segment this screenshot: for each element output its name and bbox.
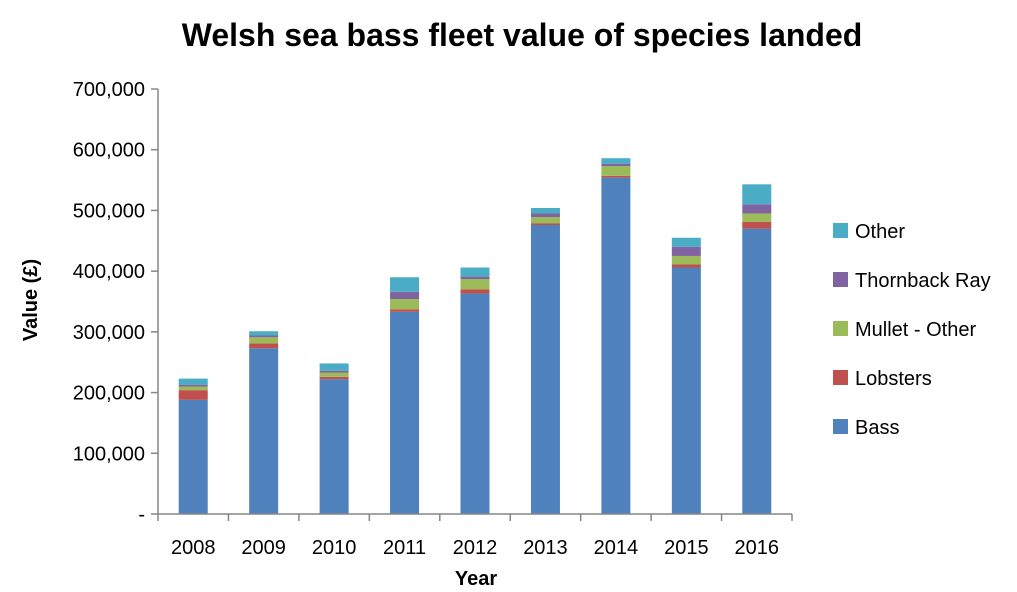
bar-segment-thornback-ray-2015 xyxy=(671,246,701,256)
legend-label: Mullet - Other xyxy=(855,319,976,341)
bar-segment-thornback-ray-2013 xyxy=(530,213,560,218)
legend-swatch xyxy=(833,370,848,385)
chart-title: Welsh sea bass fleet value of species la… xyxy=(182,17,863,53)
x-tick-label: 2011 xyxy=(383,537,426,559)
legend-label: Other xyxy=(855,221,905,243)
bar-segment-thornback-ray-2014 xyxy=(601,163,631,167)
y-axis-ticks: - 100,000 200,000 300,000 400,000 500,000 600,… xyxy=(73,79,158,526)
bar-segment-lobsters-2012 xyxy=(460,289,490,294)
x-tick-label: 2015 xyxy=(664,537,709,559)
y-tick-label: 700,000 xyxy=(73,79,145,101)
bar-segment-lobsters-2014 xyxy=(601,175,631,178)
bar-segment-mullet-other-2015 xyxy=(671,255,701,265)
bar-segment-other-2016 xyxy=(742,184,772,205)
bar-segment-lobsters-2008 xyxy=(178,390,208,400)
y-tick-label: 500,000 xyxy=(73,200,145,222)
y-tick-label: 400,000 xyxy=(73,261,145,283)
bar-segment-lobsters-2009 xyxy=(249,343,279,349)
bar-segment-other-2012 xyxy=(460,267,490,277)
y-tick-label: 200,000 xyxy=(73,383,145,405)
bar-segment-mullet-other-2009 xyxy=(249,337,279,344)
bar-segment-other-2014 xyxy=(601,158,631,164)
x-axis-title: Year xyxy=(455,568,497,590)
y-tick-label: 600,000 xyxy=(73,140,145,162)
bar-segment-lobsters-2013 xyxy=(530,223,560,225)
legend-label: Thornback Ray xyxy=(855,270,991,292)
legend-swatch xyxy=(833,419,848,434)
bar-segment-other-2011 xyxy=(390,277,420,292)
bar-segment-mullet-other-2013 xyxy=(530,217,560,224)
bar-segment-thornback-ray-2016 xyxy=(742,204,772,214)
legend: Other Thornback Ray Mullet - Other Lobsters… xyxy=(833,221,991,439)
bar-segment-mullet-other-2010 xyxy=(319,372,349,377)
bar-segment-thornback-ray-2009 xyxy=(249,335,279,338)
bar-segment-mullet-other-2016 xyxy=(742,213,772,222)
bar-segment-lobsters-2011 xyxy=(390,309,420,312)
x-tick-label: 2009 xyxy=(241,537,286,559)
bar-segment-thornback-ray-2008 xyxy=(178,384,208,387)
legend-label: Lobsters xyxy=(855,368,932,390)
legend-label: Bass xyxy=(855,417,899,439)
bar-segment-bass-2013 xyxy=(530,225,560,514)
bar-segment-bass-2015 xyxy=(671,267,701,514)
bar-segment-bass-2014 xyxy=(601,177,631,514)
x-tick-label: 2014 xyxy=(594,537,639,559)
bar-segment-other-2009 xyxy=(249,331,279,336)
x-tick-label: 2010 xyxy=(312,537,357,559)
bar-segment-other-2010 xyxy=(319,363,349,371)
x-axis-ticks: 2008 2009 2010 2011 2012 2013 2014 2015 2016 xyxy=(157,514,793,559)
bar-segment-thornback-ray-2012 xyxy=(460,276,490,280)
bar-segment-bass-2009 xyxy=(249,348,279,514)
bar-segment-bass-2011 xyxy=(390,311,420,514)
bar-segment-thornback-ray-2011 xyxy=(390,291,420,300)
y-tick-label: - xyxy=(138,504,145,526)
bar-segment-thornback-ray-2010 xyxy=(319,370,349,373)
legend-swatch xyxy=(833,223,848,238)
x-tick-label: 2013 xyxy=(523,537,568,559)
x-tick-label: 2016 xyxy=(735,537,780,559)
bar-segment-other-2013 xyxy=(530,208,560,214)
y-tick-label: 300,000 xyxy=(73,322,145,344)
bar-segment-bass-2012 xyxy=(460,293,490,514)
bar-segment-mullet-other-2014 xyxy=(601,166,631,176)
bar-segment-bass-2016 xyxy=(742,228,772,514)
x-tick-label: 2012 xyxy=(453,537,498,559)
bar-segment-other-2015 xyxy=(671,237,701,247)
bar-segment-lobsters-2010 xyxy=(319,376,349,380)
bar-segment-lobsters-2016 xyxy=(742,221,772,229)
legend-swatch xyxy=(833,272,848,287)
plot-area xyxy=(178,158,772,514)
bar-segment-mullet-other-2012 xyxy=(460,279,490,290)
bar-segment-other-2008 xyxy=(178,378,208,385)
legend-swatch xyxy=(833,321,848,336)
y-axis-title: Value (£) xyxy=(20,259,42,341)
bar-segment-bass-2010 xyxy=(319,379,349,514)
bar-segment-lobsters-2015 xyxy=(671,264,701,268)
bar-segment-mullet-other-2008 xyxy=(178,386,208,391)
bar-segment-bass-2008 xyxy=(178,399,208,514)
x-tick-label: 2008 xyxy=(171,537,216,559)
bar-segment-mullet-other-2011 xyxy=(390,299,420,310)
y-tick-label: 100,000 xyxy=(73,443,145,465)
